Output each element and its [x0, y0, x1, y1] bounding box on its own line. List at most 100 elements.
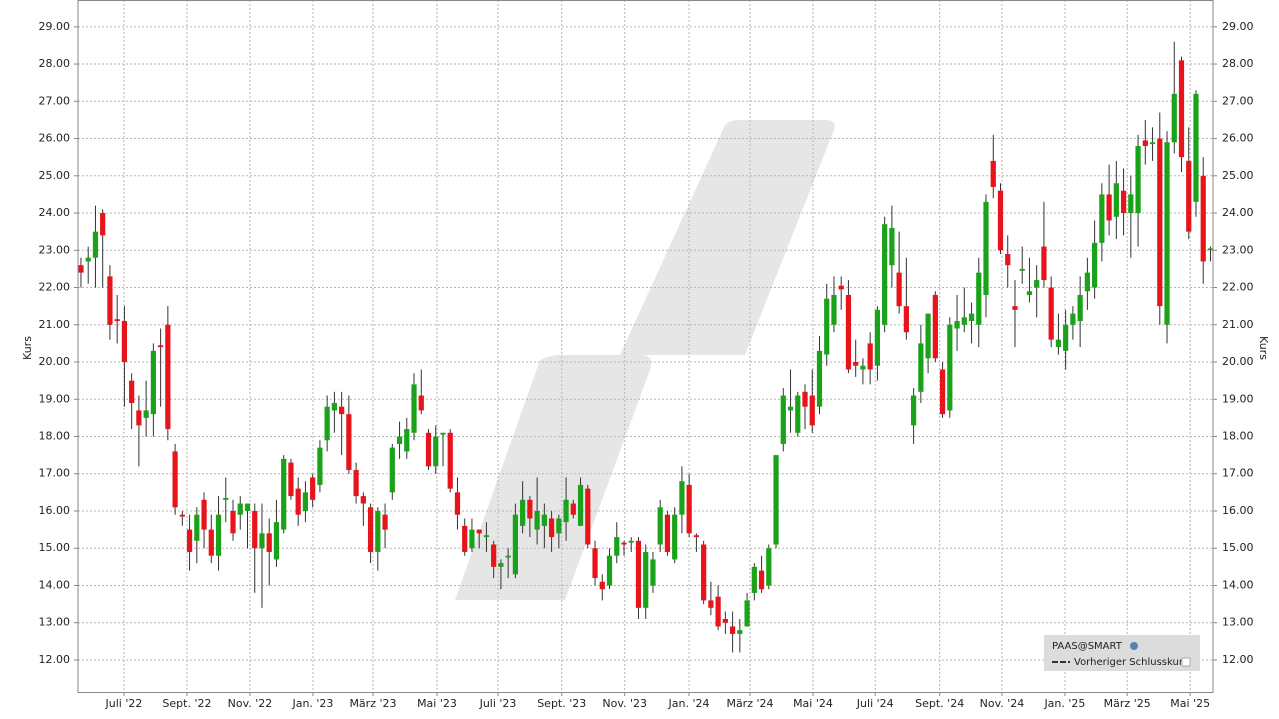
candle-body — [961, 317, 967, 325]
candle-body — [1200, 175, 1206, 262]
candle-body — [860, 365, 866, 370]
candle-body — [1041, 246, 1047, 281]
candle-body — [997, 190, 1004, 251]
legend-box — [1044, 635, 1200, 671]
candle-body — [853, 362, 859, 366]
candle-body — [1113, 183, 1119, 217]
candle-body — [766, 548, 772, 586]
candle-body — [1012, 306, 1018, 310]
candle-body — [628, 540, 634, 543]
candle-body — [194, 514, 200, 541]
candle-body — [121, 321, 128, 363]
y2-tick-label: 29.00 — [1222, 20, 1254, 33]
candle-body — [563, 499, 569, 523]
x-tick-label: Mai '24 — [793, 697, 833, 710]
candle-body — [447, 432, 453, 489]
x-tick-label: Jan. '23 — [291, 697, 333, 710]
x-tick-label: Nov. '23 — [602, 697, 647, 710]
candle-body — [208, 529, 214, 556]
candle-body — [896, 272, 902, 307]
candle-body — [592, 548, 598, 579]
candle-body — [1055, 339, 1062, 348]
x-tick-label: März '24 — [726, 697, 773, 710]
candle-body — [1048, 287, 1054, 340]
x-tick-label: Sept. '22 — [162, 697, 211, 710]
candle-body — [411, 384, 417, 433]
candle-body — [599, 581, 605, 590]
candle-body — [491, 544, 497, 567]
legend: PAAS@SMART Vorheriger Schlusskurs — [1044, 635, 1200, 671]
y-tick-label: 22.00 — [39, 281, 71, 294]
y-tick-label: 20.00 — [39, 355, 71, 368]
candle-body — [918, 343, 924, 392]
candle-body — [259, 533, 265, 549]
candle-body — [462, 525, 468, 552]
candle-body — [230, 510, 236, 534]
legend-icon — [1130, 642, 1138, 650]
candle-body — [78, 265, 84, 273]
candle-body — [911, 395, 917, 426]
candle-body — [1019, 268, 1025, 271]
candle-body — [433, 436, 439, 467]
y2-tick-label: 28.00 — [1222, 57, 1254, 70]
candle-body — [679, 481, 685, 515]
candle-body — [1135, 145, 1141, 214]
candle-body — [882, 224, 888, 325]
y2-tick-label: 24.00 — [1222, 206, 1254, 219]
candle-body — [498, 563, 504, 567]
x-tick-label: Nov. '22 — [228, 697, 273, 710]
candle-body — [1186, 160, 1192, 232]
candle-body — [1178, 60, 1185, 158]
candle-body — [570, 503, 576, 515]
candle-body — [824, 298, 830, 355]
y-tick-label: 24.00 — [39, 206, 71, 219]
candle-body — [932, 294, 938, 359]
candle-body — [816, 350, 823, 407]
candle-body — [795, 395, 801, 433]
watermark-lower — [455, 355, 652, 600]
candle-body — [331, 402, 337, 411]
candle-body — [375, 510, 381, 552]
y2-tick-label: 20.00 — [1222, 355, 1254, 368]
candle-body — [534, 510, 540, 530]
y-tick-label: 21.00 — [39, 318, 71, 331]
candle-body — [1077, 294, 1083, 322]
candle-body — [577, 484, 584, 526]
candle-body — [404, 429, 410, 452]
candle-body — [548, 518, 555, 538]
x-tick-label: Mai '23 — [417, 697, 457, 710]
y-tick-label: 28.00 — [39, 57, 71, 70]
candle-body — [201, 499, 207, 530]
candle-body — [483, 535, 490, 538]
candle-body — [367, 507, 374, 552]
candle-body — [708, 600, 714, 608]
candle-body — [845, 294, 852, 370]
candle-body — [947, 324, 953, 411]
candle-body — [657, 507, 663, 545]
candle-body — [143, 410, 149, 418]
candle-body — [317, 447, 323, 485]
x-tick-label: Nov. '24 — [980, 697, 1025, 710]
y-tick-label: 23.00 — [39, 243, 71, 256]
candle-body — [773, 455, 779, 545]
legend-entry: Vorheriger Schlusskurs — [1074, 657, 1188, 668]
candle-body — [867, 343, 873, 370]
candle-body — [92, 231, 99, 258]
legend-checkbox[interactable] — [1181, 657, 1191, 667]
y-axis-label: Kurs — [21, 336, 34, 360]
candle-body — [701, 544, 707, 601]
candle-body — [288, 462, 294, 497]
candle-body — [1120, 190, 1127, 214]
candle-body — [454, 492, 461, 515]
candle-body — [751, 566, 757, 593]
candle-body — [744, 600, 750, 627]
x-tick-label: März '23 — [349, 697, 396, 710]
candle-body — [389, 447, 395, 493]
candle-body — [165, 324, 171, 430]
candle-body — [114, 319, 120, 322]
candle-body — [1063, 324, 1069, 351]
candle-body — [324, 406, 330, 441]
x-tick-label: Juli '23 — [479, 697, 517, 710]
watermark — [455, 120, 835, 600]
candle-body — [476, 529, 482, 534]
